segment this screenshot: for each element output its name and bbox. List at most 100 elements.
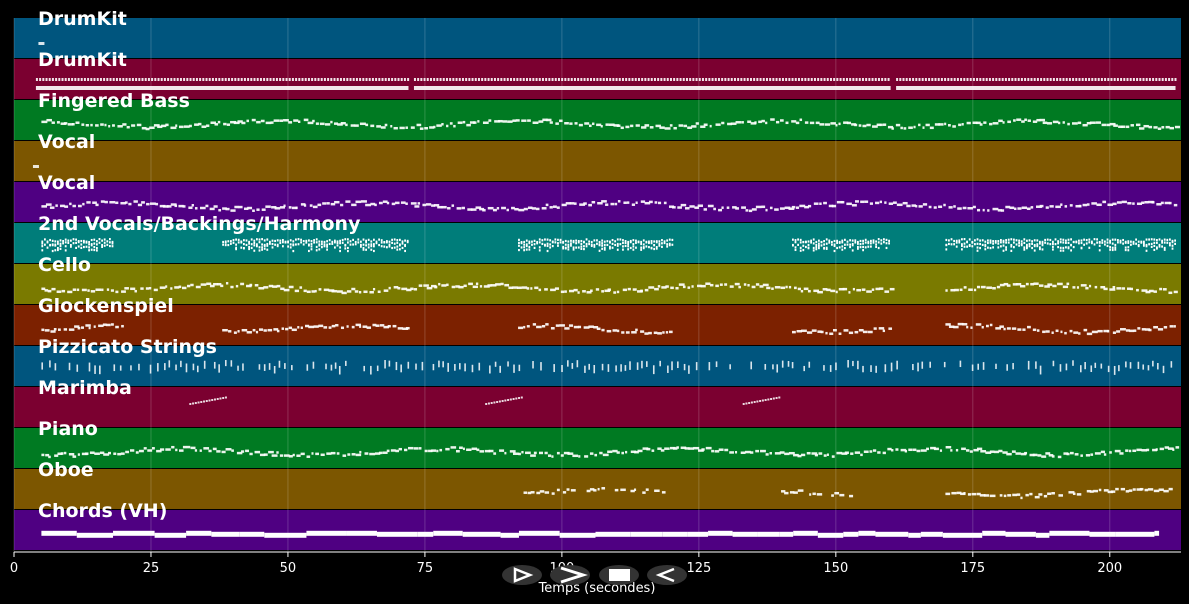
note [408, 446, 414, 450]
stop-button[interactable] [599, 565, 639, 585]
note [567, 78, 570, 81]
note [230, 209, 236, 212]
note [138, 363, 140, 371]
note [309, 204, 313, 207]
note [336, 241, 339, 245]
note [1083, 243, 1086, 246]
note [794, 246, 797, 249]
note [49, 238, 51, 242]
track-notes-8 [41, 360, 1173, 375]
note [984, 243, 987, 246]
note [912, 78, 915, 81]
note [218, 208, 222, 212]
note [883, 241, 885, 244]
note [620, 488, 626, 492]
note [54, 454, 59, 457]
note [677, 206, 682, 209]
track-lanes [14, 18, 1181, 550]
note [337, 123, 343, 126]
note [864, 246, 867, 249]
note [258, 328, 264, 331]
note [557, 244, 559, 247]
note [521, 286, 528, 289]
note [957, 207, 962, 210]
note [159, 286, 166, 289]
note [1119, 241, 1122, 244]
note [1113, 78, 1116, 81]
note [1036, 78, 1039, 81]
note [217, 282, 222, 286]
track-label-6: Cello [38, 254, 91, 276]
note [721, 121, 725, 125]
back-button[interactable] [647, 565, 687, 585]
note [738, 285, 741, 289]
note [539, 490, 545, 493]
note [536, 242, 539, 245]
note [622, 288, 627, 292]
note [943, 203, 946, 207]
note [959, 360, 962, 368]
note [996, 285, 1001, 289]
note [797, 238, 799, 241]
note [589, 488, 595, 491]
note [268, 450, 274, 454]
note [751, 285, 756, 289]
note [1124, 248, 1127, 252]
note [77, 241, 80, 244]
note [523, 246, 526, 249]
note [709, 124, 712, 128]
note [122, 123, 127, 126]
note [403, 448, 408, 452]
note [614, 202, 618, 206]
note [1153, 290, 1157, 293]
note [253, 78, 256, 81]
note [753, 401, 756, 403]
note [572, 239, 575, 243]
note [1012, 283, 1018, 286]
note [326, 248, 328, 251]
note [687, 286, 691, 289]
note [708, 362, 711, 371]
note [479, 207, 485, 211]
note [1147, 365, 1150, 371]
note [1153, 126, 1158, 129]
note [382, 451, 388, 454]
note [551, 244, 554, 248]
play-button[interactable] [550, 565, 590, 585]
note [518, 208, 525, 212]
note [85, 452, 89, 455]
note [1068, 78, 1071, 81]
note [976, 246, 979, 249]
note [1041, 242, 1044, 245]
note [567, 360, 569, 367]
note [333, 122, 338, 125]
note [203, 400, 206, 403]
note [973, 288, 977, 292]
note [577, 246, 580, 249]
note [226, 123, 231, 126]
note [428, 449, 433, 453]
note [259, 453, 266, 457]
note [1148, 289, 1154, 293]
note [625, 78, 628, 81]
note [242, 243, 245, 246]
note [488, 119, 492, 122]
note [317, 78, 320, 81]
note [604, 289, 611, 293]
note [48, 78, 51, 81]
note [1059, 249, 1062, 252]
note [802, 241, 805, 244]
note [682, 285, 686, 289]
note [905, 78, 908, 81]
note [136, 123, 142, 127]
note [1023, 246, 1026, 249]
note [346, 325, 349, 328]
note [662, 531, 688, 537]
note [320, 243, 323, 246]
rewind-button[interactable] [502, 565, 542, 585]
note [62, 242, 64, 245]
note [51, 287, 56, 291]
note [715, 361, 718, 368]
note [870, 239, 872, 243]
note [992, 246, 995, 249]
